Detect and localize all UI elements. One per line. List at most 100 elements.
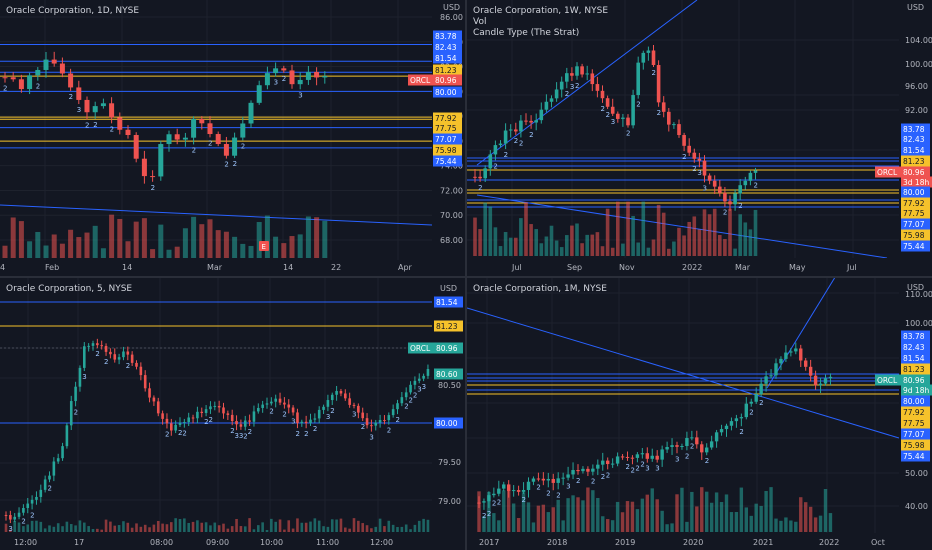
- candle-body[interactable]: [646, 50, 651, 53]
- candle-body[interactable]: [804, 360, 808, 367]
- candle-body[interactable]: [100, 103, 106, 107]
- candle-body[interactable]: [769, 375, 773, 377]
- candle-body[interactable]: [13, 516, 16, 520]
- candle-body[interactable]: [43, 59, 49, 70]
- candle-body[interactable]: [690, 437, 694, 439]
- candle-body[interactable]: [665, 447, 669, 450]
- candle-body[interactable]: [585, 73, 589, 75]
- candle-body[interactable]: [365, 418, 369, 426]
- candle-body[interactable]: [400, 397, 404, 404]
- candle-body[interactable]: [291, 407, 295, 413]
- candle-body[interactable]: [576, 470, 580, 472]
- candle-body[interactable]: [10, 77, 16, 80]
- candle-body[interactable]: [76, 87, 82, 100]
- candle-body[interactable]: [682, 135, 686, 146]
- candle-body[interactable]: [729, 421, 734, 426]
- candle-body[interactable]: [516, 490, 521, 492]
- candle-body[interactable]: [261, 404, 264, 408]
- candle-body[interactable]: [610, 463, 615, 465]
- candle-body[interactable]: [51, 59, 57, 64]
- candle-body[interactable]: [187, 417, 190, 423]
- candle-body[interactable]: [100, 345, 103, 347]
- candle-body[interactable]: [544, 101, 549, 110]
- candle-body[interactable]: [478, 176, 482, 179]
- candle-body[interactable]: [551, 478, 555, 483]
- candle-body[interactable]: [636, 62, 640, 96]
- candle-body[interactable]: [823, 378, 828, 384]
- candle-body[interactable]: [196, 411, 199, 419]
- candle-body[interactable]: [52, 461, 56, 476]
- price-axis[interactable]: [432, 278, 465, 550]
- candle-body[interactable]: [497, 488, 501, 494]
- candle-body[interactable]: [417, 378, 421, 381]
- candle-body[interactable]: [4, 515, 8, 517]
- candle-body[interactable]: [300, 421, 304, 424]
- candle-body[interactable]: [126, 351, 130, 355]
- candle-body[interactable]: [243, 420, 247, 427]
- candle-body[interactable]: [692, 152, 697, 159]
- candle-body[interactable]: [135, 362, 138, 367]
- candle-body[interactable]: [789, 351, 793, 353]
- candle-body[interactable]: [813, 375, 818, 386]
- candle-body[interactable]: [273, 68, 279, 74]
- candle-body[interactable]: [278, 398, 282, 403]
- candle-body[interactable]: [615, 456, 620, 464]
- candle-body[interactable]: [590, 73, 595, 85]
- candle-body[interactable]: [59, 63, 65, 74]
- candle-body[interactable]: [531, 478, 536, 482]
- candle-body[interactable]: [283, 402, 286, 405]
- monthly-chart-canvas[interactable]: 2 22 2 222 232 22 22 2 2 23 33 222222USD110.00100.0…: [467, 278, 932, 550]
- candle-body[interactable]: [596, 464, 600, 469]
- candle-body[interactable]: [606, 460, 610, 465]
- candle-body[interactable]: [178, 422, 182, 425]
- candle-body[interactable]: [600, 90, 605, 99]
- candle-body[interactable]: [256, 85, 262, 103]
- candle-body[interactable]: [753, 170, 758, 173]
- candle-body[interactable]: [695, 437, 699, 445]
- candle-body[interactable]: [640, 453, 645, 455]
- candle-body[interactable]: [130, 354, 134, 363]
- candle-body[interactable]: [326, 400, 330, 407]
- candle-body[interactable]: [141, 158, 147, 177]
- candle-body[interactable]: [503, 130, 508, 144]
- candle-body[interactable]: [514, 129, 518, 132]
- candle-body[interactable]: [35, 496, 38, 500]
- trend-line[interactable]: [766, 278, 837, 389]
- candle-body[interactable]: [139, 366, 143, 376]
- candle-body[interactable]: [391, 409, 395, 416]
- candle-body[interactable]: [728, 201, 732, 205]
- candle-body[interactable]: [723, 192, 727, 202]
- candle-body[interactable]: [759, 383, 763, 395]
- candle-body[interactable]: [685, 437, 689, 446]
- candle-body[interactable]: [26, 503, 30, 508]
- candle-body[interactable]: [133, 135, 139, 159]
- candle-body[interactable]: [580, 66, 584, 75]
- candle-body[interactable]: [526, 481, 531, 490]
- candle-body[interactable]: [305, 71, 311, 80]
- daily-chart-canvas[interactable]: 222322222222232386.0084.0082.0080.0078.0…: [0, 0, 465, 276]
- candle-body[interactable]: [570, 73, 574, 76]
- candle-body[interactable]: [656, 65, 661, 103]
- candle-body[interactable]: [492, 493, 496, 496]
- candle-body[interactable]: [705, 447, 709, 453]
- candle-body[interactable]: [348, 398, 351, 405]
- candle-body[interactable]: [361, 412, 364, 419]
- candle-body[interactable]: [322, 76, 328, 78]
- candle-body[interactable]: [575, 66, 579, 76]
- candle-body[interactable]: [18, 79, 24, 90]
- candle-body[interactable]: [344, 393, 347, 399]
- candle-body[interactable]: [561, 477, 565, 479]
- candle-body[interactable]: [232, 137, 238, 156]
- candle-body[interactable]: [524, 120, 528, 122]
- candle-body[interactable]: [409, 384, 412, 393]
- candle-body[interactable]: [556, 478, 560, 483]
- strat-indicator-label[interactable]: Candle Type (The Strat): [473, 28, 580, 38]
- candle-body[interactable]: [289, 70, 295, 85]
- candle-body[interactable]: [143, 375, 147, 389]
- candle-body[interactable]: [719, 429, 724, 433]
- candle-body[interactable]: [508, 129, 513, 131]
- candle-body[interactable]: [718, 186, 722, 193]
- candle-body[interactable]: [529, 120, 533, 123]
